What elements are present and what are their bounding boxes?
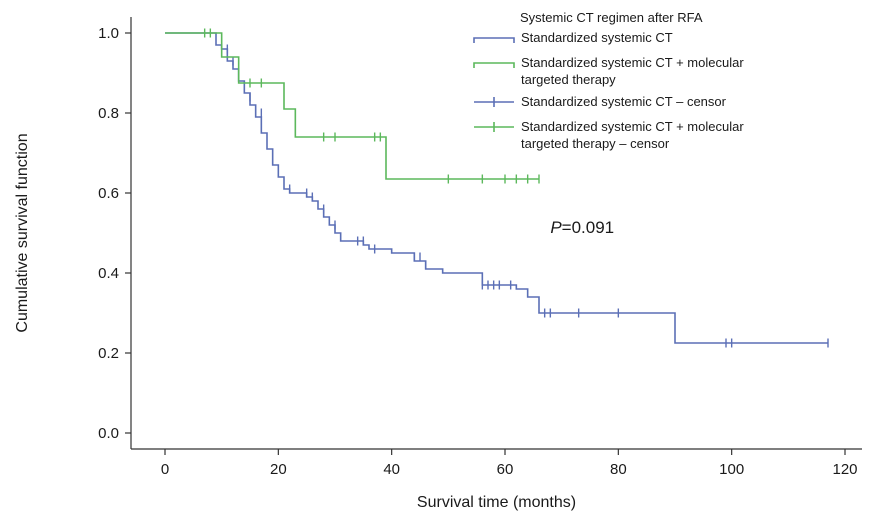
legend-label: Standardized systemic CT – censor <box>521 94 727 109</box>
x-tick-label: 60 <box>497 461 514 478</box>
y-tick-label: 0.8 <box>98 105 119 122</box>
legend-entry-3: Standardized systemic CT – censor <box>474 94 727 109</box>
y-tick-label: 1.0 <box>98 25 119 42</box>
legend-entry-4: Standardized systemic CT + molecular targ… <box>474 119 744 151</box>
y-axis-label: Cumulative survival function <box>14 133 31 332</box>
axes: 0 20 40 60 80 100 120 0.0 0.2 0.4 0.6 0.8 1.0 <box>98 17 862 478</box>
series-group-2 <box>165 28 540 184</box>
x-axis-label: Survival time (months) <box>417 494 576 511</box>
legend-swatch-step <box>473 62 515 68</box>
p-value-annotation: P=0.091 <box>550 218 614 237</box>
x-tick-label: 0 <box>161 461 169 478</box>
legend-label: Standardized systemic CT <box>521 30 673 45</box>
y-tick-label: 0.2 <box>98 345 119 362</box>
x-tick-label: 40 <box>383 461 400 478</box>
x-tick-label: 80 <box>610 461 627 478</box>
x-tick-label: 100 <box>719 461 744 478</box>
survival-curve-2 <box>165 32 539 180</box>
series-layer <box>165 28 829 348</box>
y-tick-label: 0.4 <box>98 265 119 282</box>
series-group-1 <box>165 32 829 348</box>
legend-title: Systemic CT regimen after RFA <box>520 10 703 25</box>
y-tick-label: 0.0 <box>98 425 119 442</box>
legend-label: targeted therapy – censor <box>521 136 670 151</box>
y-tick-label: 0.6 <box>98 185 119 202</box>
survival-curve-1 <box>165 32 828 344</box>
legend: Systemic CT regimen after RFA Standardize… <box>473 10 744 151</box>
legend-swatch-step <box>473 37 515 43</box>
x-tick-label: 120 <box>832 461 857 478</box>
x-tick-label: 20 <box>270 461 287 478</box>
legend-entry-1: Standardized systemic CT <box>473 30 673 45</box>
legend-label: targeted therapy <box>521 72 616 87</box>
p-value-number: =0.091 <box>562 218 614 237</box>
p-value-symbol: P <box>550 218 562 237</box>
legend-label: Standardized systemic CT + molecular <box>521 119 744 134</box>
legend-entry-2: Standardized systemic CT + molecular targ… <box>473 55 744 87</box>
legend-label: Standardized systemic CT + molecular <box>521 55 744 70</box>
